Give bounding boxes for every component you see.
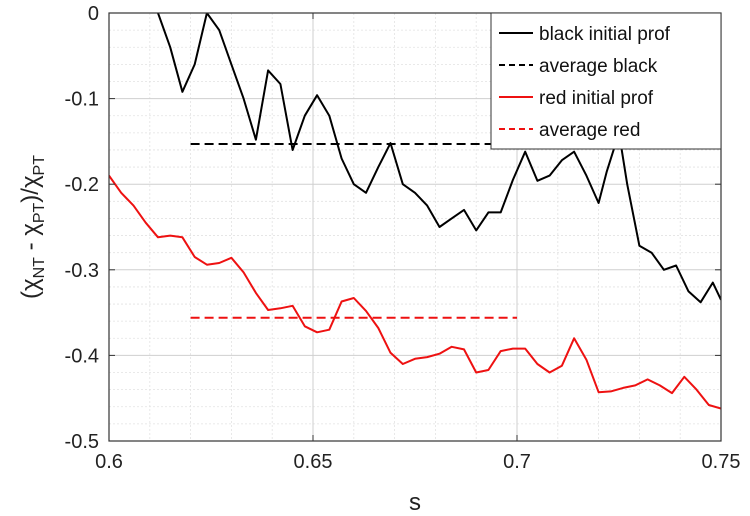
x-axis-label: s bbox=[409, 489, 421, 516]
ylabel-sub-pt: PT bbox=[31, 202, 48, 223]
legend-label-1: average black bbox=[539, 56, 658, 77]
legend-label-3: average red bbox=[539, 120, 640, 141]
ylabel-sub-pt-2: PT bbox=[31, 155, 48, 176]
x-tick-label: 0.75 bbox=[702, 451, 741, 473]
y-tick-label: -0.4 bbox=[65, 345, 99, 367]
y-tick-label: -0.5 bbox=[65, 431, 99, 453]
plot-frame bbox=[108, 12, 722, 442]
y-tick-label: -0.3 bbox=[65, 260, 99, 282]
ylabel-close: )/χ bbox=[17, 175, 44, 203]
x-tick-label: 0.6 bbox=[95, 451, 123, 473]
legend-label-2: red initial prof bbox=[539, 88, 654, 109]
y-tick-label: 0 bbox=[88, 3, 99, 25]
tick-labels: 0.6 0.65 0.7 0.75 0 -0.1 -0.2 -0.3 -0.4 -0.5 bbox=[65, 3, 741, 473]
series-line-2 bbox=[109, 175, 721, 410]
y-tick-label: -0.2 bbox=[65, 174, 99, 196]
ylabel-open: (χ bbox=[17, 278, 44, 299]
y-tick-label: -0.1 bbox=[65, 89, 99, 111]
ylabel-sub-nt: NT bbox=[31, 257, 48, 279]
legend: black initial prof average black red initi… bbox=[490, 12, 722, 150]
legend-items: black initial prof average black red initi… bbox=[499, 24, 671, 141]
y-axis-label: (χNT - χPT)/χPT bbox=[17, 155, 48, 299]
legend-box bbox=[490, 12, 722, 150]
x-tick-label: 0.7 bbox=[503, 451, 531, 473]
legend-label-0: black initial prof bbox=[539, 24, 671, 45]
ylabel-minus: - χ bbox=[17, 223, 44, 257]
series-line-0 bbox=[157, 13, 721, 304]
x-tick-label: 0.65 bbox=[294, 451, 333, 473]
